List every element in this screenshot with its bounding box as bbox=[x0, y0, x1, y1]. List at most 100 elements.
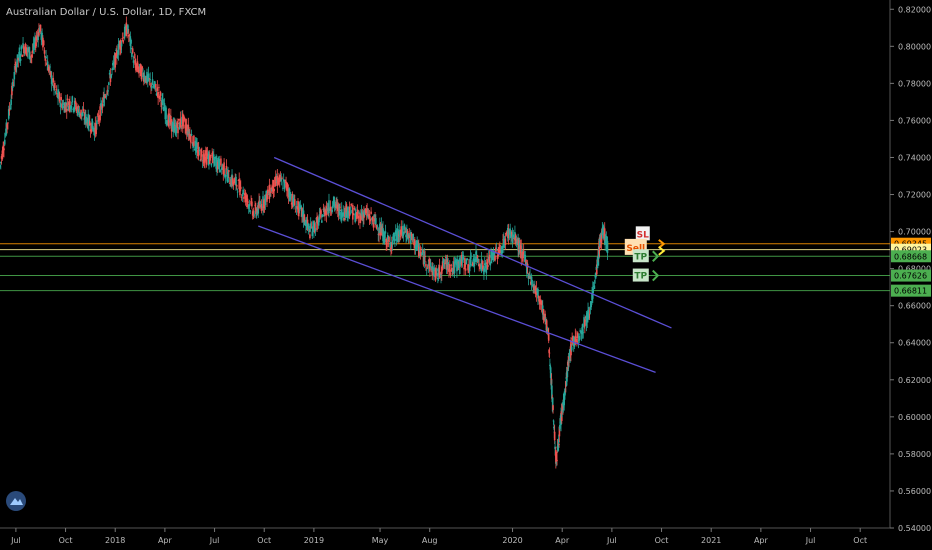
candle-body bbox=[265, 191, 268, 196]
candle-body bbox=[266, 193, 268, 202]
candle-body bbox=[444, 262, 446, 265]
candle-body bbox=[61, 103, 64, 109]
candle-body bbox=[232, 177, 234, 185]
stop-loss-label: SL bbox=[637, 230, 649, 240]
price-label-box bbox=[891, 269, 931, 282]
candle-body bbox=[106, 90, 109, 94]
candle-body bbox=[359, 214, 362, 221]
candle-body bbox=[218, 159, 221, 170]
candle-body bbox=[432, 266, 434, 272]
candle-body bbox=[453, 261, 456, 274]
candle-body bbox=[247, 201, 249, 203]
candle-body bbox=[475, 256, 478, 263]
candle-body bbox=[123, 36, 125, 39]
candle-body bbox=[537, 295, 540, 298]
candle-body bbox=[399, 236, 402, 238]
candle-body bbox=[333, 200, 336, 208]
candle-body bbox=[141, 66, 144, 70]
candle-body bbox=[242, 189, 244, 195]
candle-body bbox=[584, 319, 586, 327]
candle-body bbox=[468, 266, 471, 272]
candle-body bbox=[159, 91, 162, 96]
chart-title: Australian Dollar / U.S. Dollar, 1D, FXC… bbox=[6, 7, 207, 18]
candle-body bbox=[138, 69, 140, 71]
candle-body bbox=[462, 255, 465, 260]
candle-body bbox=[383, 236, 386, 243]
candle-body bbox=[142, 72, 144, 78]
candle-body bbox=[375, 218, 377, 224]
candle-body bbox=[306, 219, 309, 224]
candle-body bbox=[555, 462, 558, 464]
candle-body bbox=[248, 203, 251, 207]
candle-body bbox=[557, 438, 560, 449]
candle-body bbox=[529, 274, 531, 279]
candle-body bbox=[236, 191, 239, 193]
candle-body bbox=[96, 120, 98, 125]
candle-body bbox=[189, 135, 192, 143]
candle-body bbox=[74, 100, 77, 104]
candle-body bbox=[150, 86, 153, 89]
candle-body bbox=[15, 64, 17, 72]
y-tick-label: 0.60000 bbox=[898, 413, 931, 422]
candle-body bbox=[259, 202, 261, 204]
candle-body bbox=[568, 353, 571, 356]
candle-body bbox=[193, 135, 195, 146]
candle-body bbox=[9, 107, 12, 110]
candle-body bbox=[554, 446, 556, 449]
candle-body bbox=[81, 111, 84, 116]
sell-arrow-icon bbox=[658, 246, 666, 256]
candle-body bbox=[556, 459, 558, 461]
candle-body bbox=[224, 175, 227, 177]
candle-body bbox=[111, 69, 113, 70]
candle-body bbox=[368, 214, 371, 219]
candle-body bbox=[101, 103, 104, 108]
candle-body bbox=[311, 231, 314, 237]
candle-body bbox=[512, 234, 515, 238]
candle-body bbox=[6, 124, 8, 128]
candle-body bbox=[369, 218, 372, 222]
candle-body bbox=[313, 223, 316, 233]
x-tick-label: 2018 bbox=[105, 536, 125, 545]
candle-body bbox=[197, 147, 200, 157]
candle-body bbox=[526, 263, 528, 274]
candle-body bbox=[289, 193, 291, 202]
candle-body bbox=[544, 313, 546, 322]
candle-body bbox=[58, 93, 61, 102]
candle-body bbox=[175, 126, 178, 134]
candle-body bbox=[133, 57, 136, 58]
candle-body bbox=[28, 47, 31, 60]
candle-body bbox=[355, 212, 358, 220]
candle-body bbox=[116, 56, 119, 58]
candle-body bbox=[513, 238, 515, 240]
candle-body bbox=[73, 107, 75, 111]
candle-body bbox=[463, 267, 465, 270]
candle-body bbox=[429, 262, 432, 267]
candle-body bbox=[546, 329, 549, 332]
x-tick-label: Apr bbox=[555, 536, 570, 545]
candle-body bbox=[201, 151, 203, 153]
candle-body bbox=[475, 251, 477, 256]
candle-body bbox=[233, 179, 236, 184]
candle-body bbox=[442, 259, 445, 264]
candle-body bbox=[372, 222, 375, 228]
candle-body bbox=[427, 264, 430, 266]
candle-body bbox=[433, 267, 436, 272]
candle-body bbox=[51, 83, 54, 85]
candle-body bbox=[335, 201, 337, 209]
candle-body bbox=[280, 178, 283, 182]
candle-body bbox=[449, 273, 452, 275]
candle-body bbox=[485, 265, 488, 274]
candle-body bbox=[162, 98, 164, 100]
candle-body bbox=[421, 249, 424, 253]
candle-body bbox=[43, 50, 46, 54]
candle-body bbox=[316, 216, 318, 230]
candle-body bbox=[71, 96, 74, 103]
candle-body bbox=[350, 204, 353, 206]
candle-body bbox=[402, 232, 405, 235]
candle-body bbox=[338, 204, 341, 216]
candle-body bbox=[441, 261, 444, 270]
candle-body bbox=[158, 87, 160, 88]
candle-body bbox=[307, 223, 310, 228]
candle-body bbox=[105, 95, 108, 97]
